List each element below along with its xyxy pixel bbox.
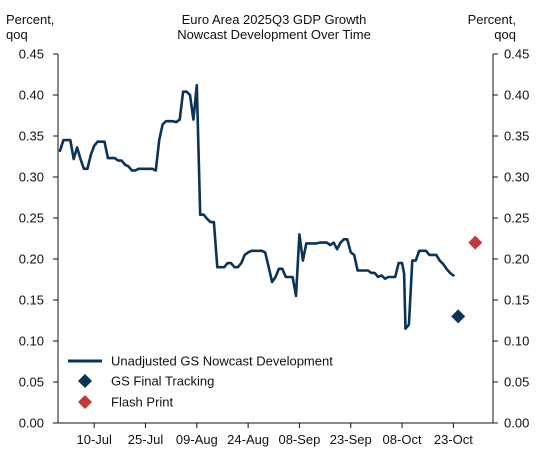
legend-label: Flash Print: [111, 395, 174, 410]
left-y-tick-label: 0.10: [19, 334, 44, 349]
right-y-tick-label: 0.10: [504, 334, 529, 349]
left-y-tick-label: 0.35: [19, 129, 44, 144]
left-axis-label-line-2: qoq: [6, 27, 28, 42]
legend: Unadjusted GS Nowcast Development GS Fina…: [68, 354, 333, 410]
right-y-tick-label: 0.05: [504, 375, 529, 390]
left-y-tick-label: 0.15: [19, 293, 44, 308]
right-y-tick-label: 0.15: [504, 293, 529, 308]
left-y-tick-label: 0.45: [19, 47, 44, 62]
right-axis-label-line-2: qoq: [494, 27, 516, 42]
left-axis-label: Percent, qoq: [6, 12, 54, 42]
right-y-tick-label: 0.25: [504, 211, 529, 226]
x-tick-label: 08-Sep: [278, 432, 320, 447]
nowcast-line: [58, 83, 455, 330]
left-y-tick-label: 0.05: [19, 375, 44, 390]
plot-series: [58, 83, 483, 330]
right-y-tick-label: 0.00: [504, 416, 529, 431]
x-tick-label: 23-Oct: [434, 432, 473, 447]
left-y-tick-label: 0.30: [19, 170, 44, 185]
right-y-tick-label: 0.40: [504, 88, 529, 103]
right-y-tick-label: 0.45: [504, 47, 529, 62]
x-tick-label: 09-Aug: [176, 432, 218, 447]
right-axis-label: Percent, qoq: [468, 12, 516, 42]
chart-title: Euro Area 2025Q3 GDP Growth Nowcast Deve…: [177, 12, 371, 42]
x-tick-label: 23-Sep: [330, 432, 372, 447]
left-y-tick-label: 0.20: [19, 252, 44, 267]
left-y-tick-label: 0.40: [19, 88, 44, 103]
x-tick-label: 25-Jul: [128, 432, 164, 447]
right-y-tick-label: 0.20: [504, 252, 529, 267]
right-y-tick-label: 0.30: [504, 170, 529, 185]
x-tick-label: 24-Aug: [227, 432, 269, 447]
right-y-tick-label: 0.35: [504, 129, 529, 144]
x-tick-label: 08-Oct: [383, 432, 422, 447]
legend-final-tracking-swatch: [78, 374, 92, 388]
legend-label: GS Final Tracking: [111, 374, 214, 389]
title-line-2: Nowcast Development Over Time: [177, 27, 371, 42]
y-axis-ticks: 0.00 0.00 0.05 0.05 0.10 0.10 0.15 0.15 0.20 0.20…: [19, 47, 530, 431]
left-y-tick-label: 0.00: [19, 416, 44, 431]
title-line-1: Euro Area 2025Q3 GDP Growth: [182, 12, 367, 27]
legend-flash-print-swatch: [78, 395, 92, 409]
x-tick-label: 10-Jul: [76, 432, 112, 447]
final-tracking-marker: [451, 309, 466, 324]
flash-print-marker: [468, 235, 483, 250]
legend-label: Unadjusted GS Nowcast Development: [111, 354, 333, 369]
x-axis-ticks: 10-Jul 25-Jul 09-Aug 24-Aug 08-Sep 23-Sep 08-O…: [76, 423, 473, 447]
left-axis-label-line-1: Percent,: [6, 12, 54, 27]
left-y-tick-label: 0.25: [19, 211, 44, 226]
right-axis-label-line-1: Percent,: [468, 12, 516, 27]
